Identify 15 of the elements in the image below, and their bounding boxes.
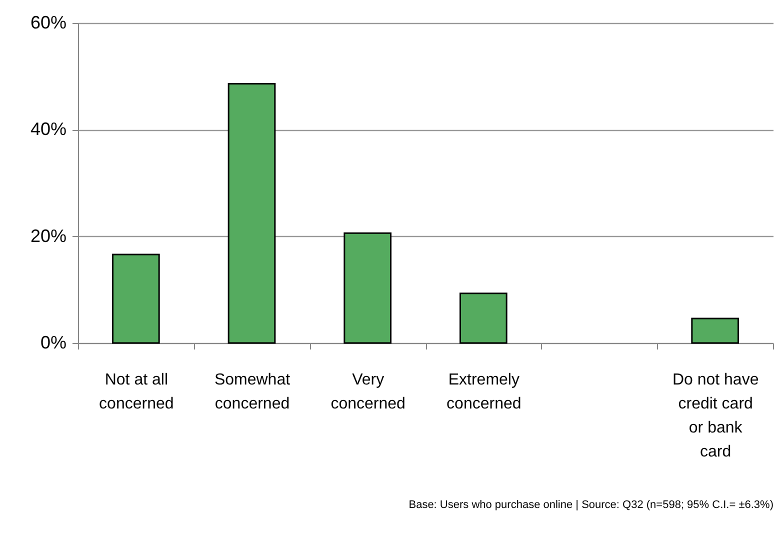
y-tick-label: 20% — [30, 226, 66, 246]
y-tick-label: 40% — [30, 119, 66, 140]
bar — [460, 292, 508, 344]
x-tick-label: Somewhat concerned — [214, 372, 291, 412]
x-tick-label: Extremely concerned — [446, 372, 522, 412]
bar — [228, 83, 276, 344]
x-tick-label: Not at all concerned — [99, 372, 174, 412]
bar — [691, 318, 739, 344]
x-tick-label: Very concerned — [330, 372, 406, 412]
x-tick-label: Do not have credit card or bank card — [672, 372, 759, 460]
text: Base: Users who purchase online | Source: Q32 (n=598; 95% C.I.= ±6.3%) — [408, 499, 774, 511]
bar — [344, 232, 392, 344]
y-tick-label: 0% — [40, 332, 66, 352]
y-tick-label: 60% — [30, 12, 66, 32]
bar — [112, 254, 160, 344]
